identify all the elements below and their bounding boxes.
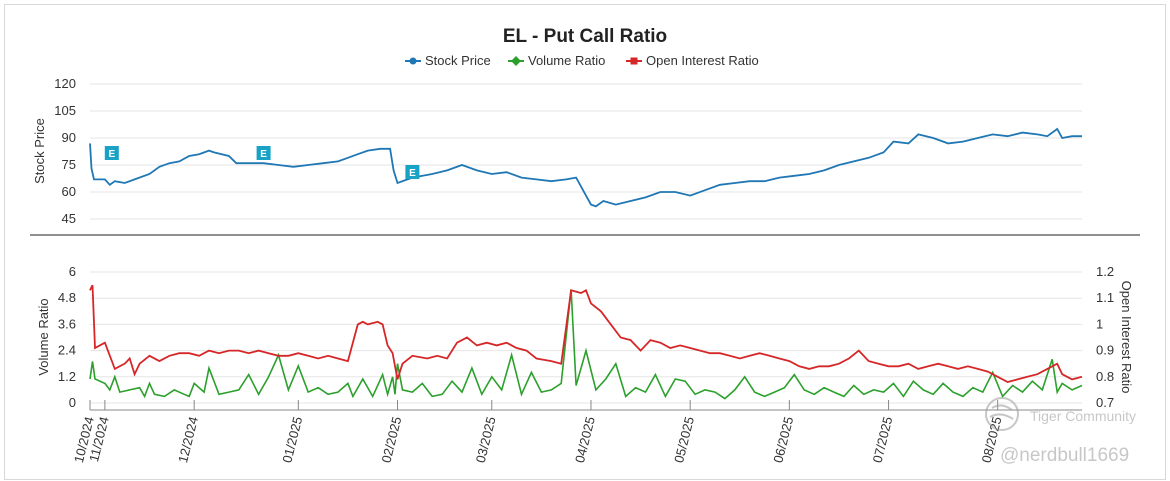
legend-item-open-interest-ratio[interactable]: Open Interest Ratio xyxy=(626,53,759,68)
watermark-brand: Tiger Community xyxy=(1030,408,1136,424)
x-tick-label: 02/2025 xyxy=(379,415,405,464)
lower-y-ticks-left: 0 1.2 2.4 3.6 4.8 6 xyxy=(58,264,76,410)
earnings-marker-box xyxy=(104,146,119,160)
chart-frame xyxy=(4,4,1166,480)
lower-y-tick-label-left: 2.4 xyxy=(58,343,76,358)
earnings-marker[interactable]: E xyxy=(405,165,420,179)
lower-y-tick-label-left: 6 xyxy=(69,264,76,279)
lower-y-tick-label-right: 1.2 xyxy=(1096,264,1114,279)
upper-y-tick-label: 60 xyxy=(62,184,76,199)
legend-label-open-interest-ratio: Open Interest Ratio xyxy=(646,53,759,68)
tiger-stripe-icon xyxy=(989,404,1014,420)
upper-y-axis-label: Stock Price xyxy=(32,118,47,184)
lower-y-axis-label-right: Open Interest Ratio xyxy=(1119,281,1134,394)
watermark-handle: @nerdbull1669 xyxy=(1000,445,1129,466)
earnings-marker-label: E xyxy=(409,168,416,179)
lower-y-tick-label-right: 1.1 xyxy=(1096,290,1114,305)
earnings-marker-label: E xyxy=(260,149,267,160)
watermark: Tiger Community @nerdbull1669 xyxy=(985,397,1136,466)
legend-item-volume-ratio[interactable]: Volume Ratio xyxy=(508,53,605,68)
lower-y-tick-label-right: 1 xyxy=(1096,316,1103,331)
upper-y-tick-label: 120 xyxy=(54,76,76,91)
x-tick-label: 04/2025 xyxy=(572,415,598,464)
earnings-marker-box xyxy=(256,146,271,160)
open-interest-ratio-line xyxy=(89,284,1083,383)
lower-y-tick-label-left: 4.8 xyxy=(58,290,76,305)
x-tick-label: 12/2024 xyxy=(175,415,201,464)
lower-y-ticks-right: 0.7 0.8 0.9 1 1.1 1.2 xyxy=(1096,264,1114,410)
legend-label-stock-price: Stock Price xyxy=(425,53,491,68)
chart-title: EL - Put Call Ratio xyxy=(503,26,667,47)
lower-y-tick-label-right: 0.8 xyxy=(1096,369,1114,384)
legend-item-stock-price[interactable]: Stock Price xyxy=(405,53,491,68)
lower-y-axis-label-left: Volume Ratio xyxy=(36,298,51,375)
x-tick-label: 07/2025 xyxy=(870,415,896,464)
earnings-marker[interactable]: E xyxy=(104,146,119,160)
legend: Stock Price Volume Ratio Open Interest R… xyxy=(405,53,759,68)
x-tick-label: 01/2025 xyxy=(279,415,305,464)
upper-y-tick-label: 105 xyxy=(54,103,76,118)
upper-y-tick-label: 90 xyxy=(62,130,76,145)
upper-y-ticks: 45 60 75 90 105 120 xyxy=(54,76,76,226)
earnings-markers: E E E xyxy=(104,146,420,179)
stock-price-line xyxy=(89,127,1082,208)
earnings-marker-box xyxy=(405,165,420,179)
earnings-marker-label: E xyxy=(108,149,115,160)
upper-grid xyxy=(90,83,1082,220)
series-layer xyxy=(89,127,1083,400)
x-tick-label: 06/2025 xyxy=(770,415,796,464)
x-tick-label: 05/2025 xyxy=(671,415,697,464)
lower-y-tick-label-left: 1.2 xyxy=(58,369,76,384)
upper-y-tick-label: 75 xyxy=(62,157,76,172)
lower-y-tick-label-left: 0 xyxy=(69,395,76,410)
earnings-marker[interactable]: E xyxy=(256,146,271,160)
lower-y-tick-label-left: 3.6 xyxy=(58,316,76,331)
x-tick-label: 03/2025 xyxy=(473,415,499,464)
legend-label-volume-ratio: Volume Ratio xyxy=(528,53,605,68)
tiger-logo-icon xyxy=(985,397,1019,431)
volume-ratio-line xyxy=(89,289,1083,400)
lower-y-tick-label-right: 0.9 xyxy=(1096,343,1114,358)
upper-y-tick-label: 45 xyxy=(62,211,76,226)
lower-y-tick-label-right: 0.7 xyxy=(1096,395,1114,410)
